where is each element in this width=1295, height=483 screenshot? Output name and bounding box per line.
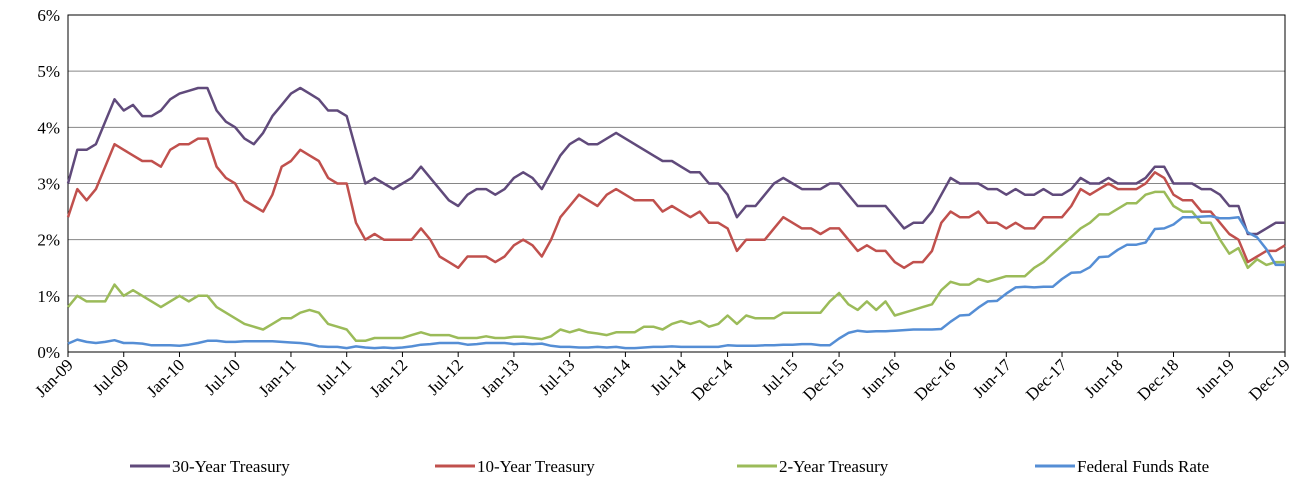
series-line (67, 190, 1285, 343)
y-tick-label: 6% (37, 6, 60, 25)
legend-label: 30-Year Treasury (172, 457, 290, 476)
y-tick-label: 1% (37, 287, 60, 306)
y-tick-label: 0% (37, 343, 60, 362)
series-line (66, 137, 1286, 270)
y-tick-label: 3% (37, 175, 60, 194)
series-line (66, 86, 1285, 236)
legend-label: Federal Funds Rate (1077, 457, 1209, 476)
legend-label: 10-Year Treasury (477, 457, 595, 476)
series-line (67, 214, 1285, 350)
y-tick-label: 5% (37, 62, 60, 81)
y-tick-label: 2% (37, 231, 60, 250)
legend-label: 2-Year Treasury (779, 457, 889, 476)
y-tick-label: 4% (37, 118, 60, 137)
